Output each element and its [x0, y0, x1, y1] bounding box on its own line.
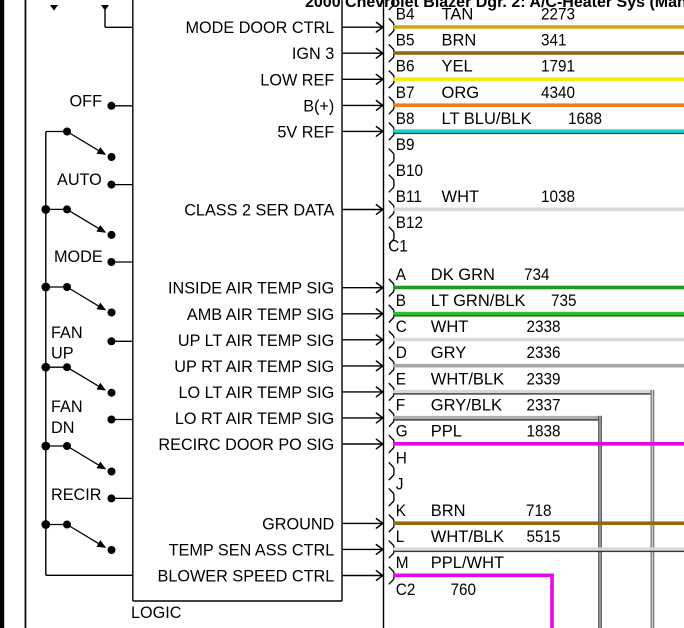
svg-text:2273: 2273 — [541, 5, 575, 24]
svg-text:FAN: FAN — [51, 323, 83, 342]
svg-text:K: K — [396, 501, 407, 520]
svg-text:C2: C2 — [396, 580, 416, 599]
svg-text:BRN: BRN — [431, 501, 466, 520]
svg-text:GRY/BLK: GRY/BLK — [431, 395, 503, 414]
svg-text:TEMP SEN ASS CTRL: TEMP SEN ASS CTRL — [169, 540, 335, 559]
svg-text:INSIDE AIR TEMP SIG: INSIDE AIR TEMP SIG — [168, 279, 334, 298]
svg-text:WHT: WHT — [431, 317, 469, 336]
svg-text:GROUND: GROUND — [262, 514, 334, 533]
svg-text:IGN 3: IGN 3 — [292, 44, 334, 63]
svg-text:LOW REF: LOW REF — [260, 70, 334, 89]
svg-text:E: E — [396, 369, 406, 388]
svg-text:1688: 1688 — [568, 109, 602, 128]
svg-text:F: F — [396, 395, 405, 414]
svg-text:CLASS 2 SER DATA: CLASS 2 SER DATA — [184, 201, 335, 220]
svg-text:AUTO: AUTO — [57, 170, 102, 189]
svg-text:YEL: YEL — [442, 57, 473, 76]
svg-text:LOGIC: LOGIC — [131, 603, 182, 622]
svg-text:735: 735 — [551, 291, 577, 310]
svg-text:718: 718 — [526, 501, 552, 520]
svg-text:WHT/BLK: WHT/BLK — [431, 369, 505, 388]
svg-text:BRN: BRN — [442, 31, 477, 50]
svg-text:WHT/BLK: WHT/BLK — [431, 527, 505, 546]
svg-text:G: G — [396, 421, 408, 440]
svg-text:DN: DN — [51, 418, 75, 437]
svg-text:734: 734 — [524, 265, 550, 284]
svg-text:C: C — [396, 317, 407, 336]
svg-text:D: D — [396, 343, 407, 362]
svg-text:1038: 1038 — [541, 187, 575, 206]
svg-text:L: L — [396, 527, 405, 546]
svg-text:MODE: MODE — [54, 247, 103, 266]
svg-text:LO LT AIR TEMP SIG: LO LT AIR TEMP SIG — [179, 383, 335, 402]
svg-text:760: 760 — [451, 580, 477, 599]
svg-text:B: B — [396, 291, 406, 310]
svg-text:GRY: GRY — [431, 343, 467, 362]
svg-text:5V REF: 5V REF — [277, 122, 334, 141]
svg-text:2336: 2336 — [527, 343, 561, 362]
svg-text:LO RT AIR TEMP SIG: LO RT AIR TEMP SIG — [175, 409, 334, 428]
svg-text:B5: B5 — [396, 31, 415, 50]
svg-text:B(+): B(+) — [303, 96, 334, 115]
svg-text:J: J — [396, 475, 404, 494]
svg-text:ORG: ORG — [442, 83, 480, 102]
svg-text:PPL/WHT: PPL/WHT — [431, 553, 504, 572]
svg-text:1791: 1791 — [541, 57, 575, 76]
svg-text:4340: 4340 — [541, 83, 575, 102]
svg-text:341: 341 — [541, 31, 567, 50]
svg-text:2339: 2339 — [527, 369, 561, 388]
svg-text:DK GRN: DK GRN — [431, 265, 495, 284]
svg-text:WHT: WHT — [442, 187, 480, 206]
svg-text:H: H — [396, 449, 407, 468]
svg-text:B7: B7 — [396, 83, 415, 102]
svg-text:AMB AIR TEMP SIG: AMB AIR TEMP SIG — [187, 305, 334, 324]
svg-text:UP RT AIR TEMP SIG: UP RT AIR TEMP SIG — [174, 357, 334, 376]
svg-text:B10: B10 — [396, 161, 423, 180]
svg-text:2338: 2338 — [527, 317, 561, 336]
svg-text:LT GRN/BLK: LT GRN/BLK — [431, 291, 526, 310]
svg-text:UP: UP — [51, 344, 74, 363]
svg-text:OFF: OFF — [70, 92, 103, 111]
svg-text:2337: 2337 — [527, 395, 561, 414]
svg-text:B11: B11 — [396, 187, 422, 206]
svg-text:B9: B9 — [396, 135, 415, 154]
svg-text:PPL: PPL — [431, 421, 462, 440]
svg-text:B8: B8 — [396, 109, 415, 128]
svg-text:B4: B4 — [396, 5, 415, 24]
svg-text:UP LT AIR TEMP SIG: UP LT AIR TEMP SIG — [178, 331, 334, 350]
svg-text:C1: C1 — [388, 237, 408, 256]
svg-text:BLOWER SPEED CTRL: BLOWER SPEED CTRL — [158, 567, 335, 586]
svg-text:B12: B12 — [396, 213, 423, 232]
svg-text:A: A — [396, 265, 407, 284]
svg-text:B6: B6 — [396, 57, 415, 76]
svg-text:5515: 5515 — [527, 527, 561, 546]
svg-text:FAN: FAN — [51, 397, 83, 416]
svg-text:RECIR: RECIR — [51, 485, 102, 504]
svg-text:M: M — [396, 553, 409, 572]
svg-text:2000 Chevrolet Blazer Dgr. 2:: 2000 Chevrolet Blazer Dgr. 2: A/C-Heater… — [305, 0, 684, 11]
svg-text:LT BLU/BLK: LT BLU/BLK — [442, 109, 533, 128]
svg-text:TAN: TAN — [442, 5, 474, 24]
svg-text:MODE DOOR CTRL: MODE DOOR CTRL — [186, 18, 335, 37]
svg-text:RECIRC DOOR PO SIG: RECIRC DOOR PO SIG — [158, 435, 334, 454]
svg-text:1838: 1838 — [527, 421, 561, 440]
